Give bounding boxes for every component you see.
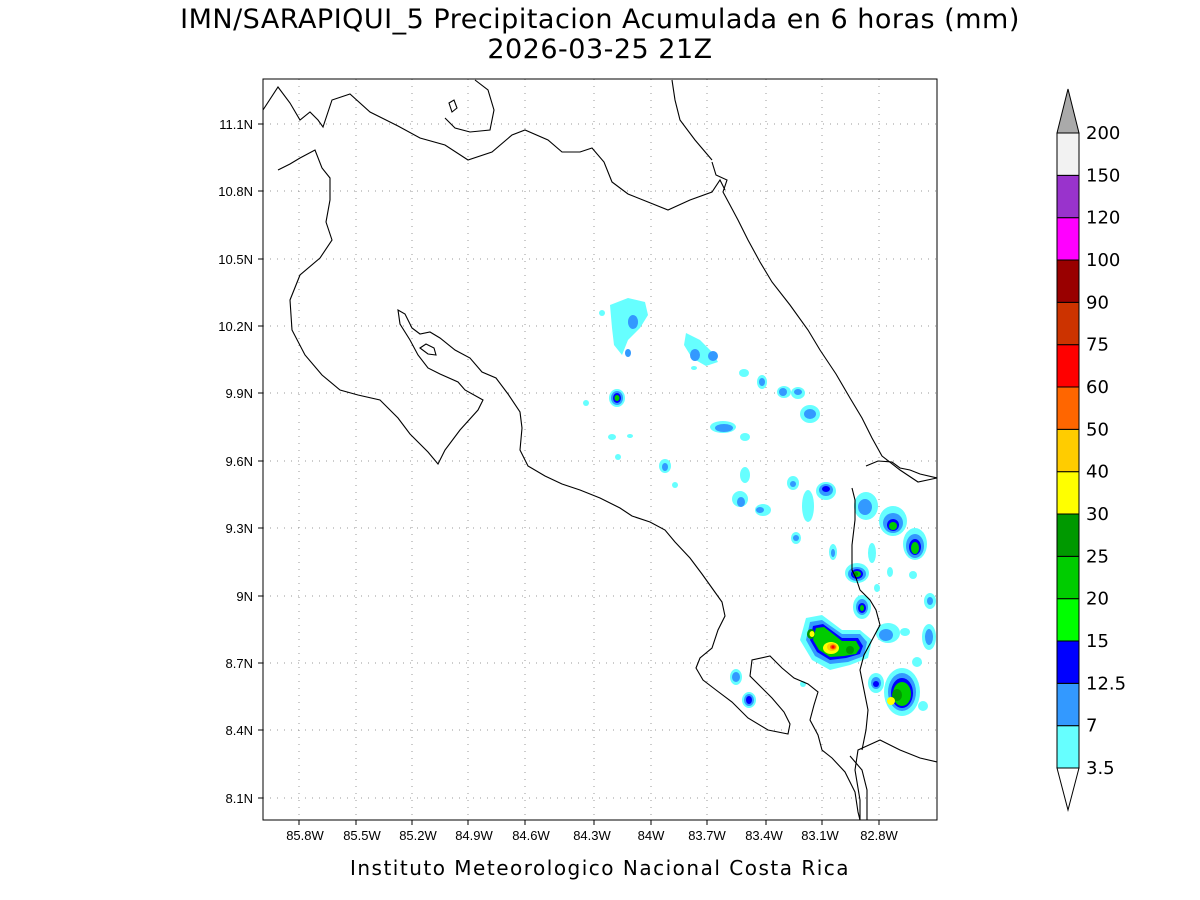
colorbar-swatch [1056,259,1080,303]
y-tick-label: 9.9N [226,386,253,401]
map-frame [262,78,938,821]
x-tick-label: 85.5W [343,828,381,843]
colorbar-swatch [1056,555,1080,600]
colorbar-level-label: 50 [1086,419,1109,440]
colorbar-swatch [1056,132,1080,176]
colorbar-swatch [1056,428,1080,473]
x-tick-label: 84W [638,828,665,843]
x-tick-label: 83.1W [801,828,839,843]
colorbar-level-label: 90 [1086,292,1109,313]
colorbar-level-label: 3.5 [1086,758,1115,779]
x-tick-label: 84.3W [573,828,611,843]
latitude-labels: 11.1N 10.8N 10.5N 10.2N 9.9N 9.6N 9.3N 9… [218,117,253,806]
colorbar-swatch [1056,640,1080,684]
y-tick-label: 10.8N [218,184,253,199]
colorbar-swatch [1056,344,1080,388]
colorbar-level-label: 25 [1086,546,1109,567]
colorbar-swatch [1056,217,1080,261]
x-tick-label: 84.9W [455,828,493,843]
colorbar-level-label: 120 [1086,208,1120,229]
colorbar-swatch [1056,301,1080,346]
colorbar-level-label: 75 [1086,335,1109,356]
axis-ticks [258,123,880,825]
colorbar-level-label: 150 [1086,165,1120,186]
colorbar-level-label: 40 [1086,462,1109,483]
y-tick-label: 9N [236,589,253,604]
colorbar-swatch [1056,471,1080,515]
colorbar-level-label: 60 [1086,377,1109,398]
colorbar: 3.5 7 12.5 15 20 25 30 40 50 60 75 90 100 120 150 200 [1056,88,1126,812]
y-tick-label: 8.7N [226,656,253,671]
colorbar-swatch [1056,513,1080,557]
y-tick-label: 10.5N [218,252,253,267]
y-tick-label: 9.6N [226,454,253,469]
colorbar-level-label: 200 [1086,123,1120,144]
map-subtitle-datetime: 2026-03-25 21Z [487,34,713,65]
y-tick-label: 11.1N [219,117,253,132]
x-tick-label: 85.8W [286,828,324,843]
longitude-labels: 85.8W 85.5W 85.2W 84.9W 84.6W 84.3W 84W … [286,828,898,843]
colorbar-swatch [1056,174,1080,219]
map-grid [263,79,937,820]
precipitation-field [583,298,936,716]
x-tick-label: 84.6W [512,828,550,843]
x-tick-label: 83.7W [688,828,726,843]
colorbar-swatch [1056,598,1080,642]
colorbar-level-label: 15 [1086,631,1109,652]
y-tick-label: 8.4N [226,723,253,738]
colorbar-swatch [1056,682,1080,727]
colorbar-under-triangle [1056,767,1080,812]
y-tick-label: 9.3N [226,521,253,536]
colorbar-swatch [1056,725,1080,769]
colorbar-swatch [1056,386,1080,430]
footer-credit: Instituto Meteorologico Nacional Costa R… [349,856,851,880]
x-tick-label: 83.4W [745,828,783,843]
x-tick-label: 82.8W [860,828,898,843]
colorbar-level-label: 12.5 [1086,673,1126,694]
colorbar-level-label: 7 [1086,716,1097,737]
colorbar-level-label: 20 [1086,589,1109,610]
coastline-borders [263,79,937,820]
colorbar-over-triangle [1056,88,1080,134]
y-tick-label: 8.1N [226,791,253,806]
map-title: IMN/SARAPIQUI_5 Precipitacion Acumulada … [180,4,1020,35]
colorbar-level-label: 30 [1086,504,1109,525]
y-tick-label: 10.2N [218,319,253,334]
colorbar-level-label: 100 [1086,250,1120,271]
x-tick-label: 85.2W [399,828,437,843]
